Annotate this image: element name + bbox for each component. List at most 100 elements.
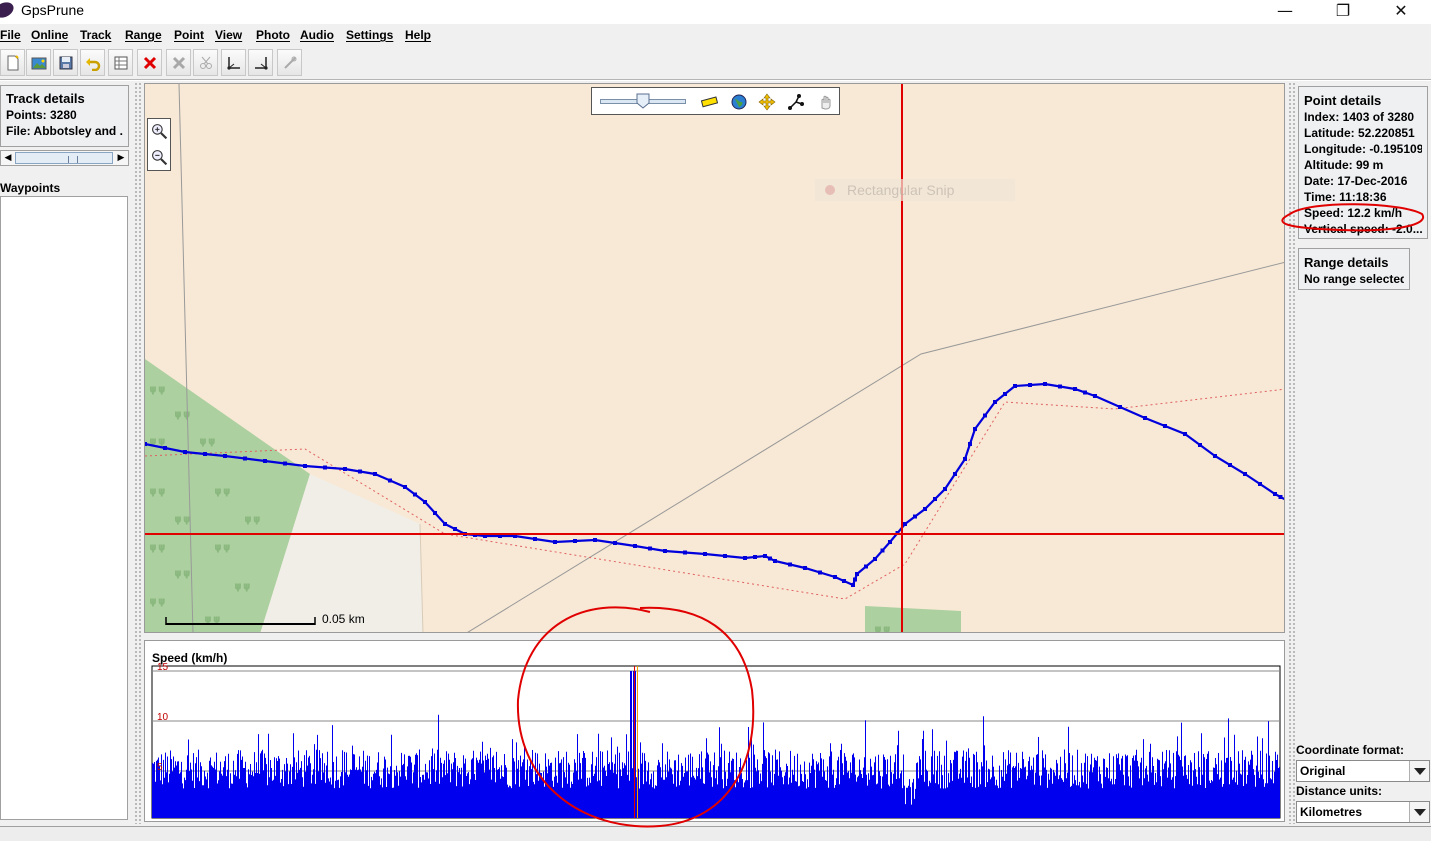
track-details-panel: Track details Points: 3280 File: Abbotsl… bbox=[0, 85, 129, 147]
delete-point-icon bbox=[143, 56, 156, 69]
track-point-marker bbox=[1083, 390, 1087, 395]
menu-point[interactable]: Point bbox=[174, 28, 204, 42]
maximize-button[interactable]: ❐ bbox=[1335, 1, 1351, 20]
track-point-marker bbox=[703, 552, 707, 556]
select-start-button[interactable] bbox=[221, 49, 246, 76]
forest-tree-symbols: ψ ψ ψ ψ ψ ψ ψ ψ ψ ψ ψ ψ ψ ψ ψ ψ ψ ψ ψ ψ … bbox=[150, 385, 891, 633]
new-file-button[interactable] bbox=[0, 49, 25, 76]
undo-button[interactable] bbox=[80, 49, 105, 76]
track-point-marker bbox=[533, 537, 537, 541]
app-logo-icon bbox=[0, 0, 17, 21]
undo-icon bbox=[85, 57, 100, 71]
coordinate-format-label: Coordinate format: bbox=[1296, 743, 1404, 757]
delete-range-button[interactable] bbox=[166, 49, 191, 76]
scroll-right-arrow-icon[interactable]: ▶ bbox=[117, 153, 125, 163]
waypoints-list[interactable] bbox=[0, 196, 128, 820]
globe-icon[interactable] bbox=[730, 93, 748, 111]
menu-bar: File Online Track Range Point View Photo… bbox=[0, 26, 1431, 46]
zoom-in-icon[interactable] bbox=[151, 123, 168, 140]
svg-text:ψ ψ: ψ ψ bbox=[150, 437, 165, 447]
range-details-title: Range details bbox=[1304, 255, 1389, 270]
menu-view[interactable]: View bbox=[215, 28, 243, 42]
track-point-markers bbox=[145, 382, 1283, 587]
point-time: Time: 11:18:36 bbox=[1304, 190, 1387, 204]
menu-photo[interactable]: Photo bbox=[256, 28, 290, 42]
distance-units-select[interactable]: Kilometres bbox=[1296, 801, 1430, 823]
edit-table-icon bbox=[114, 56, 127, 69]
track-point-marker bbox=[855, 572, 859, 576]
track-point-marker bbox=[1258, 482, 1262, 486]
track-point-marker bbox=[403, 485, 407, 489]
chevron-down-icon[interactable] bbox=[1409, 761, 1429, 781]
connect-icon bbox=[283, 56, 296, 69]
speed-profile-chart[interactable]: Speed (km/h) 15 10 5 bbox=[144, 640, 1285, 822]
track-point-marker bbox=[1278, 495, 1283, 499]
track-point-marker bbox=[513, 534, 517, 538]
pan-arrows-icon[interactable] bbox=[758, 93, 776, 111]
menu-settings[interactable]: Settings bbox=[346, 28, 394, 42]
planned-route-line bbox=[145, 388, 1284, 600]
track-point-marker bbox=[388, 478, 392, 483]
ruler-icon[interactable] bbox=[700, 93, 718, 111]
svg-text:ψ ψ: ψ ψ bbox=[150, 385, 165, 395]
track-point-marker bbox=[1198, 443, 1202, 447]
chevron-down-icon[interactable] bbox=[1409, 802, 1429, 822]
menu-range[interactable]: Range bbox=[125, 28, 162, 42]
delete-point-button[interactable] bbox=[137, 49, 162, 76]
close-button[interactable]: ✕ bbox=[1394, 1, 1408, 20]
scrollbar-grip-icon bbox=[68, 156, 78, 163]
window-title: GpsPrune bbox=[21, 2, 85, 18]
track-point-marker bbox=[303, 464, 307, 468]
transparency-slider-knob[interactable] bbox=[636, 93, 650, 109]
track-point-marker bbox=[963, 457, 967, 461]
open-photo-button[interactable] bbox=[26, 49, 51, 76]
save-icon bbox=[59, 56, 72, 69]
coordinate-format-select[interactable]: Original bbox=[1296, 760, 1430, 782]
svg-text:ψ ψ: ψ ψ bbox=[235, 582, 250, 592]
track-point-marker bbox=[851, 583, 855, 587]
zoom-out-icon[interactable] bbox=[151, 149, 168, 166]
track-point-marker bbox=[1118, 405, 1122, 409]
menu-track[interactable]: Track bbox=[80, 28, 112, 42]
track-point-marker bbox=[968, 442, 972, 446]
minimize-button[interactable]: — bbox=[1277, 1, 1293, 20]
svg-text:ψ ψ: ψ ψ bbox=[200, 437, 215, 447]
track-point-marker bbox=[833, 575, 837, 579]
point-details-title: Point details bbox=[1304, 93, 1382, 108]
menu-help[interactable]: Help bbox=[405, 28, 432, 42]
menu-online[interactable]: Online bbox=[31, 28, 69, 42]
track-path-line bbox=[467, 261, 1284, 632]
connect-points-icon[interactable] bbox=[787, 93, 805, 111]
map-view[interactable]: ψ ψ ψ ψ ψ ψ ψ ψ ψ ψ ψ ψ ψ ψ ψ ψ ψ ψ ψ ψ … bbox=[144, 83, 1285, 633]
track-point-marker bbox=[1028, 383, 1032, 387]
track-details-title: Track details bbox=[6, 91, 85, 106]
y-tick-5: 5 bbox=[157, 762, 163, 773]
track-point-marker bbox=[323, 465, 327, 470]
crop-track-button[interactable] bbox=[193, 49, 218, 76]
connect-photo-button[interactable] bbox=[277, 49, 302, 76]
track-point-marker bbox=[648, 546, 652, 551]
point-speed: Speed: 12.2 km/h bbox=[1304, 206, 1403, 220]
track-point-marker bbox=[913, 514, 917, 519]
snip-record-icon bbox=[825, 185, 835, 195]
menu-audio[interactable]: Audio bbox=[300, 28, 334, 42]
right-splitter[interactable] bbox=[1288, 82, 1296, 824]
track-point-marker bbox=[1003, 392, 1007, 396]
scrollbar-thumb[interactable] bbox=[15, 152, 113, 164]
save-button[interactable] bbox=[53, 49, 78, 76]
track-point-marker bbox=[358, 469, 362, 474]
track-point-marker bbox=[483, 534, 487, 538]
point-index: Index: 1403 of 3280 bbox=[1304, 110, 1415, 124]
select-end-button[interactable] bbox=[248, 49, 273, 76]
track-horizontal-scrollbar[interactable]: ◀ ▶ bbox=[0, 150, 129, 166]
track-point-marker bbox=[1013, 384, 1017, 388]
track-point-marker bbox=[283, 461, 287, 466]
left-splitter[interactable] bbox=[134, 82, 142, 824]
track-point-marker bbox=[1228, 463, 1232, 467]
toolbar-separator bbox=[0, 79, 1431, 81]
edit-point-button[interactable] bbox=[108, 49, 133, 76]
track-point-marker bbox=[1163, 424, 1167, 428]
menu-file[interactable]: File bbox=[0, 28, 21, 42]
hand-drag-icon[interactable] bbox=[816, 93, 834, 111]
scroll-left-arrow-icon[interactable]: ◀ bbox=[4, 153, 12, 163]
